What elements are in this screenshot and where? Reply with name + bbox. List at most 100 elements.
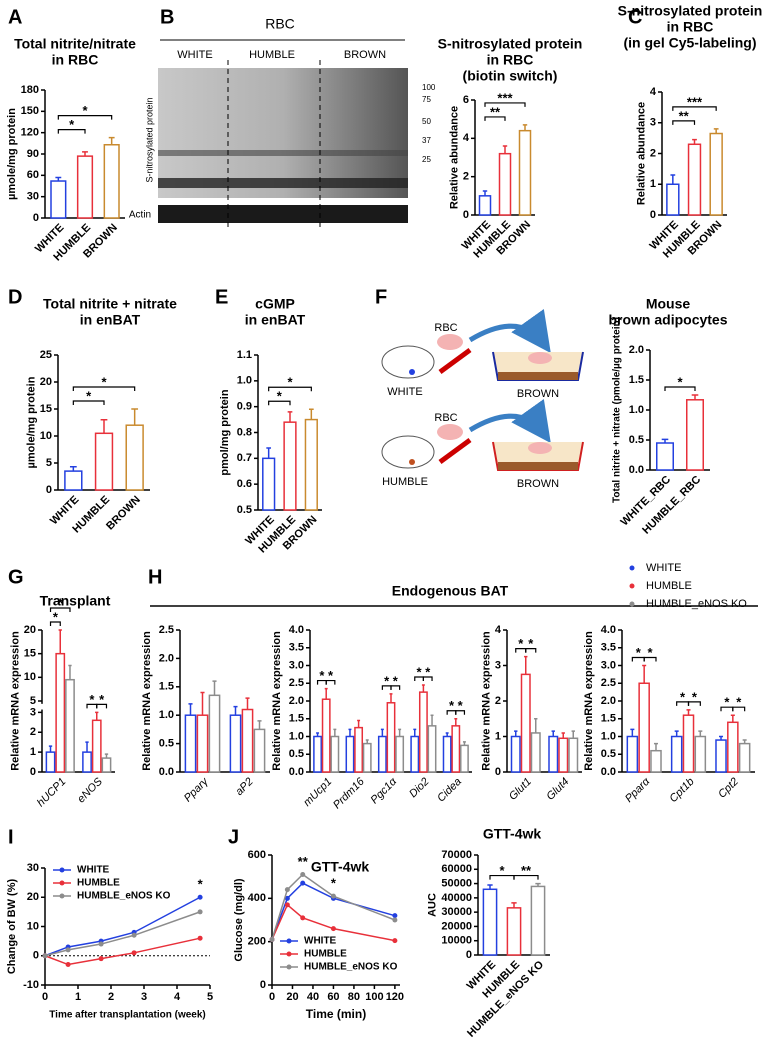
- y-tick-label: 0.0: [629, 464, 644, 476]
- panel-letter: E: [215, 286, 228, 308]
- bar: [45, 751, 56, 773]
- panel-letter: G: [8, 566, 24, 588]
- significance-bracket: [672, 120, 696, 125]
- y-tick-label: 40000: [441, 892, 472, 904]
- x-tick-label: Prdm16: [331, 775, 367, 811]
- error-bar: [561, 732, 565, 739]
- y-tick-label: 2.0: [289, 695, 304, 707]
- bar: [482, 888, 498, 956]
- y-tick-label: 0.5: [601, 748, 616, 760]
- bar: [65, 678, 75, 773]
- significance-label: *: [58, 595, 64, 610]
- legend-marker: [59, 880, 65, 886]
- significance-label: *: [636, 645, 642, 660]
- y-axis-label: Total nitrite + nitrate (pmole/µg protei…: [612, 317, 623, 503]
- loading-label: Actin: [129, 210, 151, 221]
- chart-title: (in gel Cy5-labeling): [623, 35, 756, 51]
- bar: [451, 725, 461, 773]
- bar: [321, 698, 331, 773]
- y-tick-label: 20: [24, 624, 36, 636]
- significance-bracket: [484, 102, 526, 107]
- marker-label: 37: [422, 136, 431, 145]
- bar: [498, 152, 512, 216]
- point: [284, 895, 290, 901]
- point: [284, 887, 290, 893]
- legend-label: WHITE: [646, 562, 681, 574]
- error-bar: [324, 687, 328, 700]
- significance-label: *: [82, 103, 88, 118]
- bar: [626, 735, 639, 773]
- error-bar: [365, 739, 369, 744]
- bar: [125, 424, 144, 491]
- significance-label: *: [680, 689, 686, 704]
- actin-band: [158, 205, 408, 223]
- y-tick-label: 50000: [441, 877, 472, 889]
- y-tick-label: 2: [463, 171, 469, 183]
- diagram-label: RBC: [434, 322, 457, 334]
- point: [98, 941, 104, 947]
- y-tick-label: 4: [495, 624, 502, 636]
- bar: [330, 735, 340, 773]
- error-bar: [670, 174, 676, 185]
- y-tick-label: 0.7: [237, 452, 252, 464]
- error-bar: [730, 714, 735, 723]
- error-bar: [82, 151, 88, 157]
- y-tick-label: 5: [46, 457, 52, 469]
- significance-bracket: [422, 676, 433, 682]
- y-tick-label: 5: [30, 695, 36, 707]
- diagram-label: HUMBLE: [382, 476, 428, 488]
- syringe: [438, 347, 472, 375]
- bar: [50, 180, 67, 219]
- y-tick-label: 600: [248, 849, 266, 861]
- y-tick-label: 2.5: [601, 677, 616, 689]
- bar: [313, 735, 322, 773]
- panel-letter: A: [8, 6, 22, 28]
- bar: [670, 735, 683, 773]
- x-tick-label: Pparα: [623, 775, 653, 805]
- legend-label: HUMBLE: [646, 580, 692, 592]
- blot-title: RBC: [265, 16, 295, 32]
- y-tick-label: 0.0: [289, 766, 304, 778]
- point: [392, 913, 398, 919]
- bar: [377, 735, 387, 773]
- significance-bracket: [72, 400, 105, 405]
- error-bar: [131, 408, 139, 426]
- legend-marker: [286, 938, 292, 944]
- significance-bracket: [672, 106, 717, 111]
- significance-label: *: [724, 695, 730, 710]
- bar: [506, 907, 522, 956]
- y-tick-label: 20000: [441, 920, 472, 932]
- error-bar: [55, 176, 62, 182]
- y-tick-label: 0: [650, 209, 656, 221]
- y-tick-label: 0.5: [237, 504, 252, 516]
- x-tick-label: 3: [141, 991, 147, 1003]
- panel-letter: J: [228, 826, 239, 848]
- y-tick-label: 2.5: [159, 624, 174, 636]
- bar: [727, 721, 739, 773]
- y-tick-label: 30000: [441, 906, 472, 918]
- error-bar: [482, 190, 488, 196]
- y-tick-label: 1.5: [289, 713, 304, 725]
- y-tick-label: 0: [46, 484, 52, 496]
- y-axis-label: Relative mRNA expression: [9, 631, 21, 771]
- significance-label: *: [277, 389, 283, 404]
- point: [300, 872, 306, 877]
- legend-marker: [59, 893, 65, 899]
- x-tick-label: Cpt2: [716, 776, 741, 801]
- error-bar: [233, 705, 238, 716]
- legend-label: HUMBLE_eNOS KO: [304, 962, 398, 973]
- error-bar: [571, 730, 575, 739]
- chart-title: brown adipocytes: [608, 312, 727, 328]
- legend-label: HUMBLE_eNOS KO: [646, 598, 747, 610]
- rbc: [437, 424, 463, 440]
- y-tick-label: 10: [24, 671, 36, 683]
- error-bar: [522, 124, 528, 131]
- diagram-label: RBC: [434, 412, 457, 424]
- significance-label: *: [449, 698, 455, 713]
- y-tick-label: 3.5: [601, 642, 616, 654]
- significance-bracket: [484, 116, 506, 121]
- error-bar: [380, 728, 384, 737]
- marker-label: 50: [422, 117, 431, 126]
- point: [131, 932, 137, 938]
